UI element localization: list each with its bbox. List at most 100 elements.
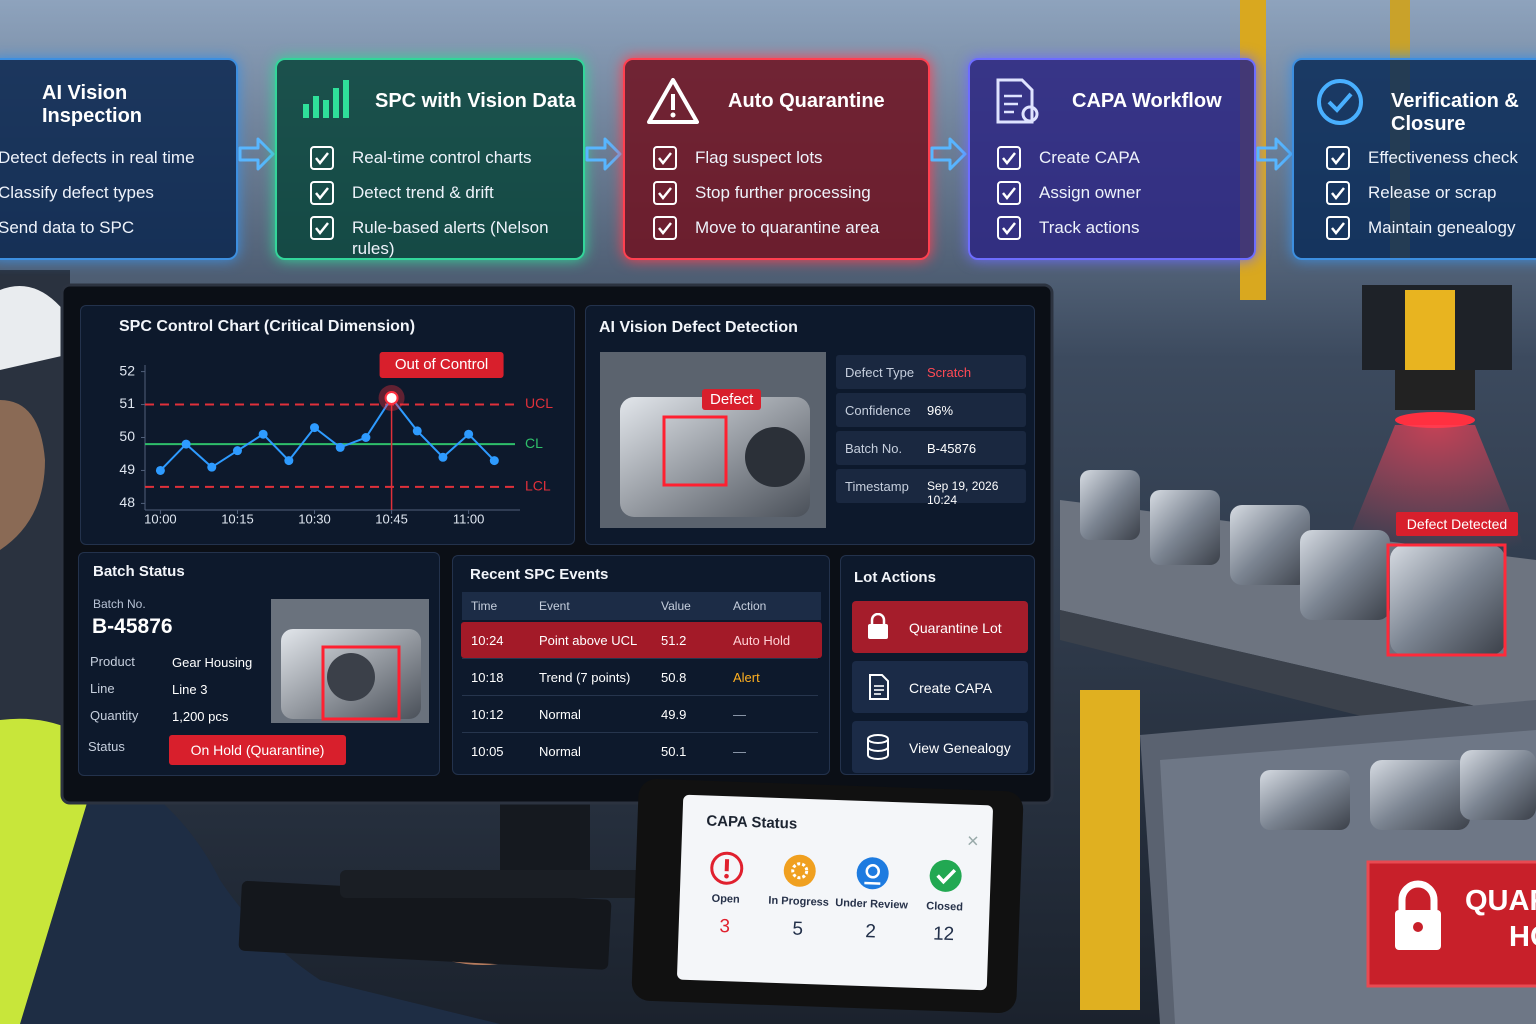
column-header: Event — [539, 599, 570, 613]
field-label: Line — [90, 681, 115, 696]
action-button[interactable]: Quarantine Lot — [852, 601, 1028, 653]
control-limit-label: CL — [525, 435, 543, 451]
annotation: Out of Control — [395, 356, 488, 373]
card-item: Detect trend & drift — [352, 183, 494, 202]
field-row: Defect Type Scratch — [836, 355, 1026, 389]
sign-line: HOLD — [1509, 921, 1536, 953]
card-item: Release or scrap — [1368, 183, 1497, 202]
defect-tag: Defect — [702, 389, 762, 410]
event-cell: 10:24 — [471, 633, 504, 648]
defect-image — [600, 352, 826, 528]
close-icon[interactable] — [967, 835, 979, 847]
panel-title: Recent SPC Events — [470, 566, 609, 583]
spc-panel: SPC Control Chart (Critical Dimension) — [80, 305, 575, 545]
workflow-card: CAPA Workflow Create CAPA Assign owner Trac… — [968, 58, 1256, 260]
card-item: Flag suspect lots — [695, 148, 823, 167]
flow-arrow — [238, 137, 275, 171]
control-limit-label: UCL — [525, 395, 553, 411]
field-label: Timestamp — [845, 479, 909, 494]
field-value: Scratch — [927, 365, 972, 380]
capa-icon — [710, 851, 744, 885]
card-item: Detect defects in real time — [0, 148, 195, 167]
y-tick-label: 48 — [119, 494, 135, 510]
event-cell: 50.8 — [661, 670, 687, 685]
panel-title: SPC Control Chart (Critical Dimension) — [119, 318, 416, 335]
card-icon — [1317, 79, 1363, 125]
batch-number: B-45876 — [92, 615, 173, 638]
flow-arrow — [585, 137, 622, 171]
button-icon — [867, 734, 889, 760]
data-point — [335, 442, 345, 452]
data-point — [489, 456, 499, 466]
button-label[interactable]: View Genealogy — [909, 740, 1011, 756]
event-cell: Normal — [539, 707, 581, 722]
card-item: Send data to SPC — [0, 218, 135, 237]
button-label[interactable]: Quarantine Lot — [909, 620, 1002, 636]
panel-title: Batch Status — [93, 563, 185, 580]
card-icon — [647, 78, 699, 124]
y-tick-label: 52 — [119, 362, 135, 378]
status-badge: On Hold (Quarantine) — [169, 735, 346, 765]
capa-tablet: CAPA Status Open 3 In Progress 5 Under Revie… — [676, 794, 994, 991]
row-divider — [462, 695, 818, 696]
event-cell: — — [733, 744, 746, 759]
x-tick-label: 11:00 — [453, 511, 485, 526]
data-point — [207, 462, 217, 472]
checkbox — [653, 181, 677, 205]
card-title: AI Vision Inspection — [42, 82, 143, 127]
card-item: Real-time control charts — [352, 148, 532, 167]
data-point — [232, 446, 242, 456]
events-panel: Recent SPC Events — [452, 555, 830, 775]
card-item: Create CAPA — [1039, 148, 1140, 167]
data-point — [412, 426, 422, 436]
action-button[interactable]: Create CAPA — [852, 661, 1028, 713]
card-item: Classify defect types — [0, 183, 154, 202]
event-cell: 49.9 — [661, 707, 687, 722]
card-title: CAPA Workflow — [1072, 90, 1222, 112]
checkbox — [653, 146, 677, 170]
checkbox — [997, 181, 1021, 205]
batch-image — [271, 599, 429, 723]
sign-line: QUARANTINE — [1465, 885, 1536, 917]
table-header-bg — [462, 592, 821, 620]
row-divider — [462, 658, 818, 659]
data-point — [155, 465, 165, 475]
card-title: Verification & Closure — [1391, 90, 1519, 135]
card-item: Effectiveness check — [1368, 148, 1518, 167]
field-row: Batch No. B-45876 — [836, 431, 1026, 465]
quarantine-sign-text: QUARANTINE HOLD — [1465, 885, 1536, 965]
x-tick-label: 10:45 — [375, 511, 408, 526]
control-limit-label: LCL — [525, 478, 551, 494]
checkbox — [1326, 216, 1350, 240]
event-cell: Normal — [539, 744, 581, 759]
card-item: Maintain genealogy — [1368, 218, 1516, 237]
event-cell: 10:12 — [471, 707, 504, 722]
action-button[interactable]: View Genealogy — [852, 721, 1028, 773]
data-point — [464, 429, 474, 439]
capa-icon — [856, 857, 889, 890]
card-item: Move to quarantine area — [695, 218, 880, 237]
field-label: Batch No. — [845, 441, 903, 456]
button-label[interactable]: Create CAPA — [909, 680, 992, 696]
checkbox — [310, 216, 334, 240]
column-header: Time — [471, 599, 498, 613]
data-point — [384, 390, 399, 405]
event-cell: 10:18 — [471, 670, 504, 685]
checkbox — [1326, 146, 1350, 170]
batch-label: Batch No. — [93, 597, 146, 611]
row-divider — [462, 732, 818, 733]
y-tick-label: 51 — [119, 395, 135, 411]
event-cell: 51.2 — [661, 633, 687, 648]
field-row: Confidence 96% — [836, 393, 1026, 427]
data-point — [361, 433, 371, 442]
event-cell: — — [733, 707, 746, 722]
field-label: Quantity — [90, 708, 139, 723]
event-cell: Alert — [733, 670, 760, 685]
y-tick-label: 50 — [119, 428, 135, 444]
x-tick-label: 10:15 — [221, 511, 254, 526]
checkbox — [997, 146, 1021, 170]
checkbox — [997, 216, 1021, 240]
card-icon — [996, 78, 1039, 124]
event-cell: 10:05 — [471, 744, 504, 759]
